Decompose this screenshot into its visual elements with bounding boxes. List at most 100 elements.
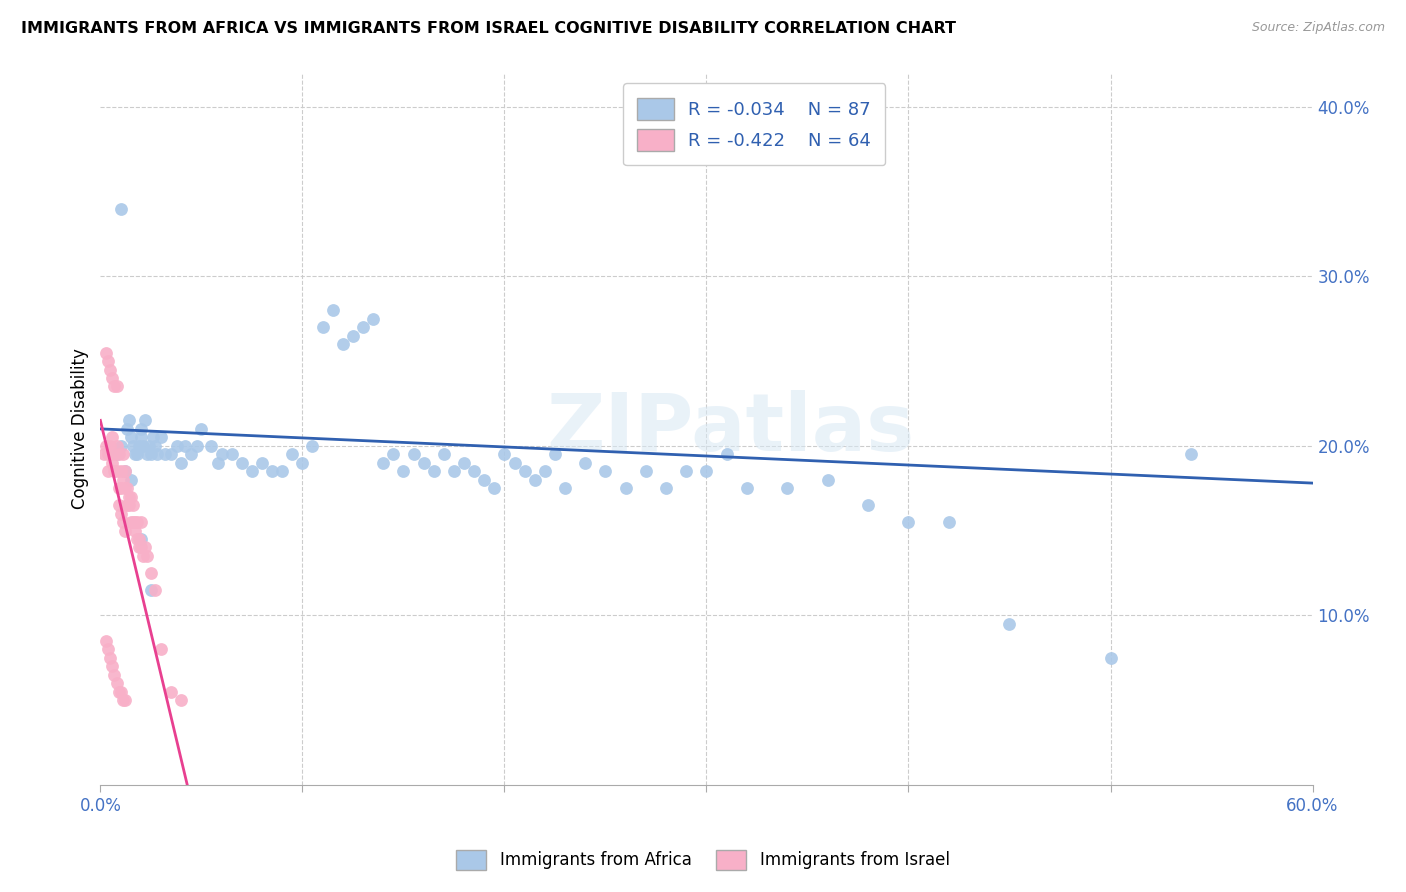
Point <box>433 447 456 461</box>
Point <box>120 430 142 444</box>
Point <box>103 379 125 393</box>
Text: IMMIGRANTS FROM AFRICA VS IMMIGRANTS FROM ISRAEL COGNITIVE DISABILITY CORRELATIO: IMMIGRANTS FROM AFRICA VS IMMIGRANTS FRO… <box>21 21 956 37</box>
Point <box>695 464 717 478</box>
Point <box>554 481 576 495</box>
Point <box>301 439 323 453</box>
Point <box>132 439 155 453</box>
Point <box>114 464 136 478</box>
Point <box>101 430 124 444</box>
Point <box>110 481 132 495</box>
Point <box>211 447 233 461</box>
Point <box>103 447 125 461</box>
Point <box>523 473 546 487</box>
Point <box>110 439 132 453</box>
Point <box>110 507 132 521</box>
Point <box>117 490 139 504</box>
Point <box>100 650 122 665</box>
Point <box>114 693 136 707</box>
Point <box>125 447 148 461</box>
Point <box>105 379 128 393</box>
Point <box>142 430 165 444</box>
Text: Source: ZipAtlas.com: Source: ZipAtlas.com <box>1251 21 1385 35</box>
Point <box>817 473 839 487</box>
Point <box>332 337 354 351</box>
Point <box>453 456 475 470</box>
Point <box>105 439 128 453</box>
Point <box>153 447 176 461</box>
Point <box>361 311 384 326</box>
Point <box>107 498 129 512</box>
Point <box>129 541 152 555</box>
Point <box>110 202 132 216</box>
Legend: Immigrants from Africa, Immigrants from Israel: Immigrants from Africa, Immigrants from … <box>450 843 956 877</box>
Point <box>190 422 212 436</box>
Point <box>111 473 134 487</box>
Point <box>105 447 128 461</box>
Point <box>1099 650 1122 665</box>
Point <box>117 498 139 512</box>
Point <box>129 515 152 529</box>
Point <box>115 498 138 512</box>
Point <box>856 498 879 512</box>
Point <box>125 532 148 546</box>
Point <box>392 464 415 478</box>
Point <box>96 439 118 453</box>
Point <box>170 693 193 707</box>
Point <box>128 532 150 546</box>
Point <box>472 473 495 487</box>
Point <box>149 642 172 657</box>
Point <box>186 439 208 453</box>
Point <box>97 642 120 657</box>
Point <box>143 582 166 597</box>
Point <box>180 447 202 461</box>
Point <box>342 328 364 343</box>
Point <box>105 464 128 478</box>
Point <box>97 464 120 478</box>
Point <box>100 439 122 453</box>
Point <box>115 422 138 436</box>
Point <box>735 481 758 495</box>
Point <box>291 456 314 470</box>
Point <box>166 439 188 453</box>
Point <box>97 447 120 461</box>
Point <box>240 464 263 478</box>
Point <box>120 473 142 487</box>
Y-axis label: Cognitive Disability: Cognitive Disability <box>72 349 89 509</box>
Point <box>776 481 799 495</box>
Point <box>262 464 284 478</box>
Point <box>132 549 155 563</box>
Point <box>271 464 294 478</box>
Point <box>513 464 536 478</box>
Point <box>160 684 183 698</box>
Point <box>114 481 136 495</box>
Point <box>129 430 152 444</box>
Point <box>115 481 138 495</box>
Point <box>107 447 129 461</box>
Point <box>125 515 148 529</box>
Point <box>443 464 465 478</box>
Point <box>124 524 146 538</box>
Point <box>124 447 146 461</box>
Point <box>494 447 516 461</box>
Point <box>574 456 596 470</box>
Point <box>120 515 142 529</box>
Point <box>111 693 134 707</box>
Point <box>139 582 162 597</box>
Point <box>200 439 222 453</box>
Point <box>352 320 374 334</box>
Point <box>170 456 193 470</box>
Text: ZIPatlas: ZIPatlas <box>547 390 915 468</box>
Point <box>129 532 152 546</box>
Point <box>503 456 526 470</box>
Point <box>614 481 637 495</box>
Point <box>221 447 243 461</box>
Point <box>121 498 143 512</box>
Point <box>412 456 434 470</box>
Point <box>135 549 157 563</box>
Point <box>96 633 118 648</box>
Point <box>111 515 134 529</box>
Point <box>114 464 136 478</box>
Point <box>897 515 920 529</box>
Point <box>110 464 132 478</box>
Point <box>121 439 143 453</box>
